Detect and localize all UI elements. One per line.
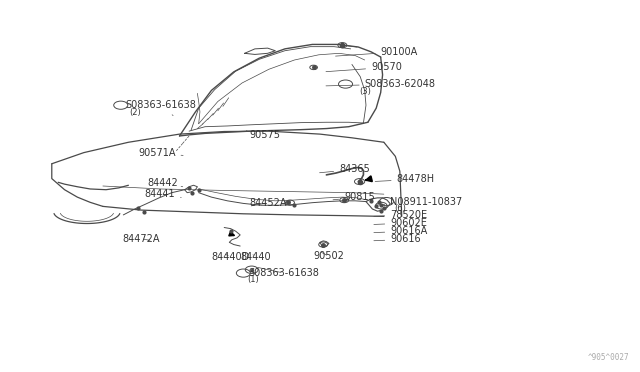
Text: ^905^0027: ^905^0027 <box>588 353 630 362</box>
Text: 90815: 90815 <box>333 192 375 202</box>
Text: 84472A: 84472A <box>122 234 159 244</box>
Text: S08363-62048: S08363-62048 <box>326 79 436 89</box>
Text: 90570: 90570 <box>326 62 402 73</box>
Text: (2): (2) <box>129 108 141 117</box>
Text: 84441: 84441 <box>145 189 181 199</box>
Text: 84442: 84442 <box>148 178 182 188</box>
Text: 84452A: 84452A <box>250 198 287 208</box>
Text: (1): (1) <box>247 275 259 284</box>
Text: S08363-61638: S08363-61638 <box>125 100 196 116</box>
Text: 90571A: 90571A <box>138 148 183 158</box>
Text: (6): (6) <box>394 204 406 213</box>
Text: 90616A: 90616A <box>374 226 428 236</box>
Text: N08911-10837: N08911-10837 <box>376 196 463 206</box>
Text: 90616: 90616 <box>374 234 421 244</box>
Text: 90502: 90502 <box>314 251 344 262</box>
Text: 84365: 84365 <box>319 164 370 174</box>
Text: 90575: 90575 <box>246 130 281 140</box>
Text: 78520E: 78520E <box>374 210 428 220</box>
Text: 84440D: 84440D <box>211 252 250 262</box>
Text: (3): (3) <box>359 87 371 96</box>
Text: S08363-61638: S08363-61638 <box>248 267 319 278</box>
Text: 84440: 84440 <box>240 252 271 262</box>
Text: 90100A: 90100A <box>335 47 418 57</box>
Text: 84478H: 84478H <box>375 174 435 185</box>
Text: 90602E: 90602E <box>374 218 427 228</box>
